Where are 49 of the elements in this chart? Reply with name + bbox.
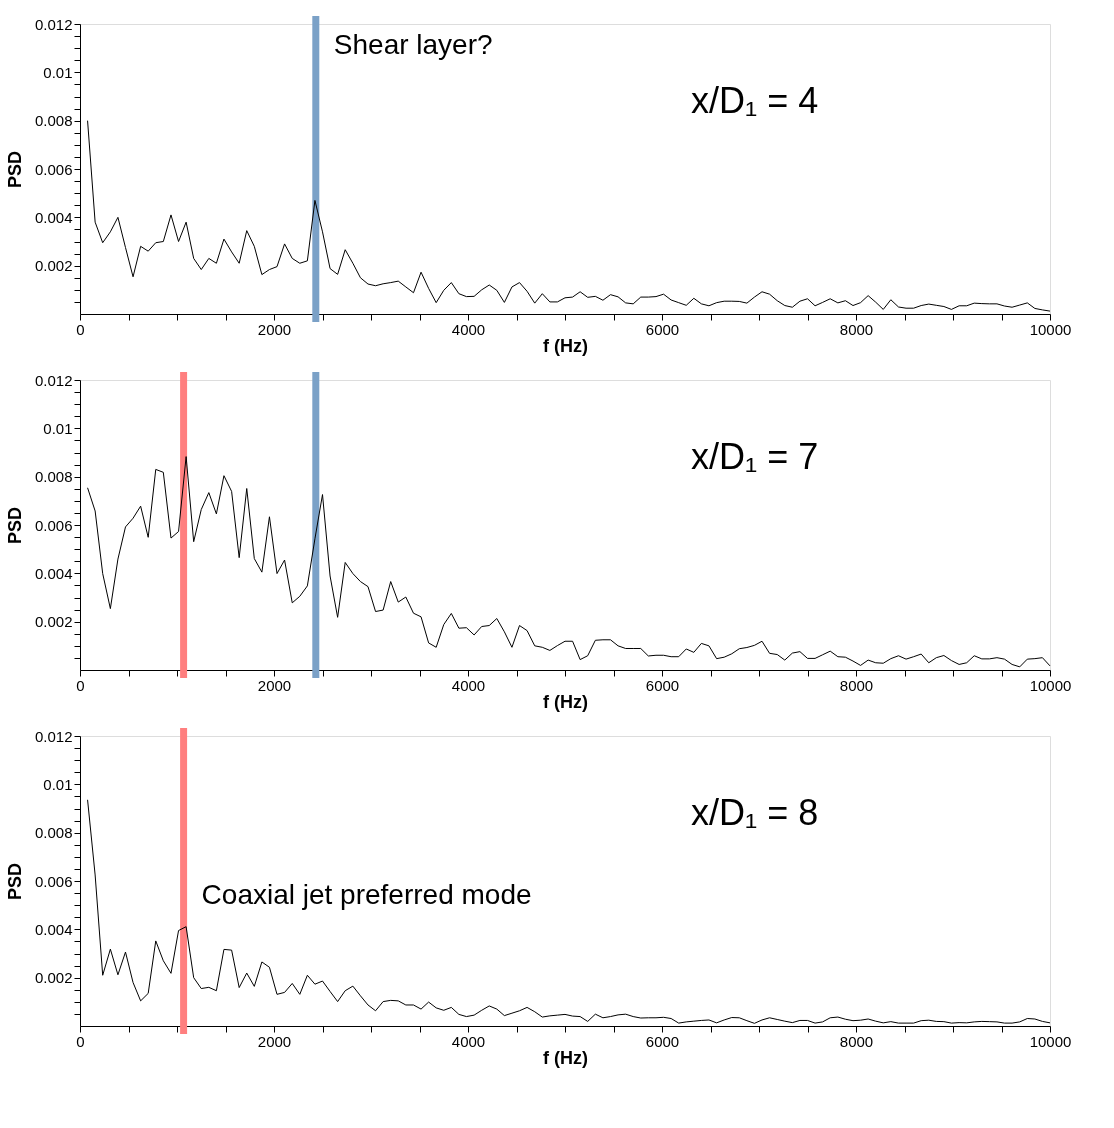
x-tick-label: 2000	[257, 320, 292, 338]
y-tick-label: 0.006	[34, 160, 73, 178]
x-tick-label: 4000	[451, 320, 486, 338]
y-tick-label: 0.01	[43, 775, 73, 793]
x-tick-label: 0	[76, 1032, 85, 1050]
y-tick-label: 0.006	[34, 872, 73, 890]
x-tick-label: 6000	[645, 676, 680, 694]
annotation: x/D₁ = 8	[691, 792, 819, 834]
y-tick-label: 0.002	[34, 969, 73, 987]
y-tick-label: 0.002	[34, 257, 73, 275]
y-tick-label: 0.006	[34, 516, 73, 534]
y-tick-label: 0.008	[34, 824, 73, 842]
y-axis-title: PSD	[4, 862, 25, 901]
y-tick-label: 0.002	[34, 613, 73, 631]
y-tick-label: 0.012	[34, 727, 73, 745]
y-tick-label: 0.004	[34, 208, 73, 226]
x-tick-label: 8000	[839, 1032, 874, 1050]
x-tick-label: 0	[76, 676, 85, 694]
line-series	[87, 799, 1051, 1024]
annotation: x/D₁ = 7	[691, 436, 819, 478]
y-tick-label: 0.01	[43, 63, 73, 81]
y-tick-label: 0.004	[34, 564, 73, 582]
line-series	[87, 120, 1051, 312]
x-axis-title: f (Hz)	[543, 335, 588, 356]
x-tick-label: 10000	[1029, 676, 1072, 694]
ref-line-label: Shear layer?	[333, 29, 493, 60]
x-tick-label: 0	[76, 320, 85, 338]
x-tick-label: 8000	[839, 320, 874, 338]
y-tick-label: 0.008	[34, 468, 73, 486]
x-tick-label: 6000	[645, 1032, 680, 1050]
x-tick-label: 2000	[257, 1032, 292, 1050]
y-tick-label: 0.012	[34, 15, 73, 33]
x-axis-title: f (Hz)	[543, 691, 588, 712]
x-tick-label: 10000	[1029, 320, 1072, 338]
y-tick-label: 0.008	[34, 112, 73, 130]
x-tick-label: 4000	[451, 676, 486, 694]
y-tick-label: 0.004	[34, 920, 73, 938]
x-tick-label: 10000	[1029, 1032, 1072, 1050]
ref-line-label: Coaxial jet preferred mode	[201, 878, 532, 910]
y-tick-label: 0.01	[43, 419, 73, 437]
x-tick-label: 8000	[839, 676, 874, 694]
y-tick-label: 0.012	[34, 371, 73, 389]
y-axis-title: PSD	[4, 506, 25, 545]
x-tick-label: 4000	[451, 1032, 486, 1050]
x-axis-title: f (Hz)	[543, 1047, 588, 1068]
y-axis-title: PSD	[4, 150, 25, 189]
x-tick-label: 2000	[257, 676, 292, 694]
annotation: x/D₁ = 4	[691, 80, 819, 122]
x-tick-label: 6000	[645, 320, 680, 338]
